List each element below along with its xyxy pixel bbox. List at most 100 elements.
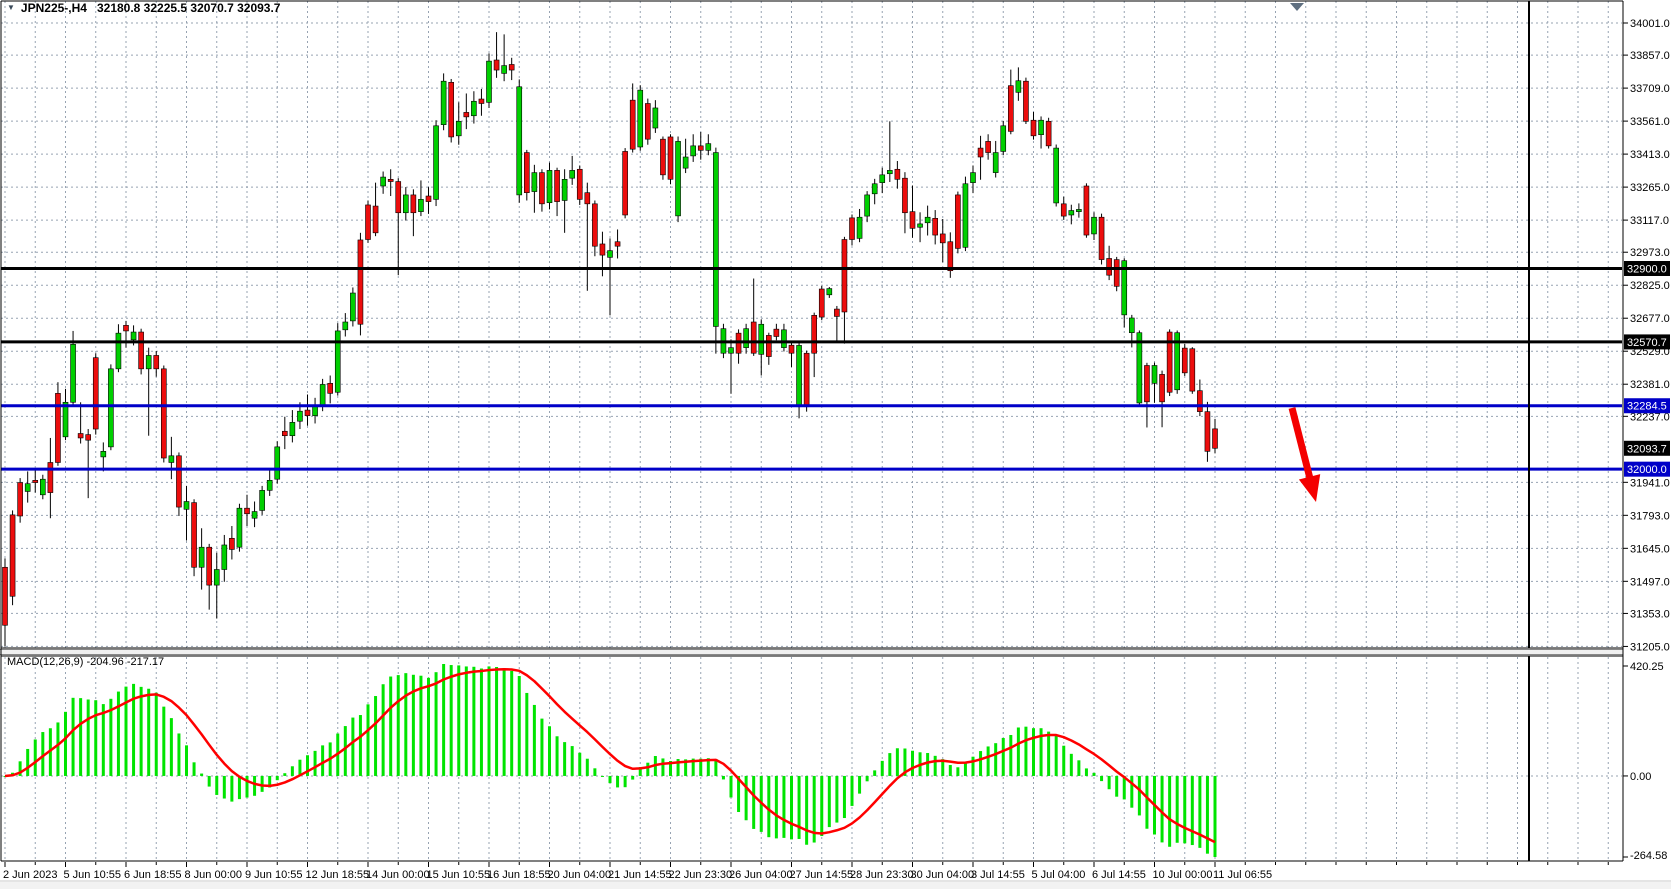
candle xyxy=(1197,379,1203,417)
candle xyxy=(1113,256,1120,292)
candle xyxy=(629,83,636,153)
candle xyxy=(2,558,8,647)
candle xyxy=(493,32,500,78)
candle xyxy=(77,402,84,444)
candle xyxy=(213,552,220,619)
svg-text:20 Jun 04:00: 20 Jun 04:00 xyxy=(548,869,612,881)
candle xyxy=(259,485,265,515)
candle xyxy=(244,494,250,527)
candle xyxy=(92,353,99,435)
candle xyxy=(183,485,190,541)
svg-text:14 Jun 00:00: 14 Jun 00:00 xyxy=(366,869,430,881)
svg-text:32000.0: 32000.0 xyxy=(1627,464,1667,476)
svg-text:34001.0: 34001.0 xyxy=(1630,18,1670,30)
candle xyxy=(266,468,273,496)
svg-text:32900.0: 32900.0 xyxy=(1627,263,1667,275)
candle xyxy=(977,135,984,180)
macd-histogram xyxy=(3,664,1217,857)
panel-splitter[interactable] xyxy=(0,648,1623,656)
candle xyxy=(274,441,281,484)
candle xyxy=(1204,401,1211,462)
svg-text:31941.0: 31941.0 xyxy=(1630,477,1670,489)
symbol-timeframe-label: JPN225-,H4 xyxy=(20,1,87,15)
candle xyxy=(108,364,114,451)
candle xyxy=(592,200,598,257)
svg-text:6 Jul 14:55: 6 Jul 14:55 xyxy=(1092,869,1146,881)
candle xyxy=(1015,67,1022,101)
svg-text:31205.0: 31205.0 xyxy=(1630,641,1670,653)
candle xyxy=(455,102,462,145)
price-badges: 32900.0 32570.7 32284.5 32000.0 32093.7 xyxy=(1624,260,1670,477)
candle xyxy=(1030,111,1037,140)
candle xyxy=(206,543,212,610)
candle xyxy=(380,171,386,194)
candle xyxy=(153,350,160,377)
candle xyxy=(909,185,916,238)
candle xyxy=(17,478,23,523)
candle xyxy=(645,98,651,145)
candle xyxy=(894,161,901,189)
candle xyxy=(198,528,205,590)
candle xyxy=(781,323,787,352)
hline-objects[interactable] xyxy=(1,266,1622,471)
candle xyxy=(1189,347,1196,394)
candle xyxy=(811,312,817,378)
candle xyxy=(524,149,530,201)
sell-arrow-annotation[interactable] xyxy=(1288,407,1321,502)
chart-shift-marker-icon[interactable] xyxy=(1290,3,1304,11)
candle xyxy=(713,147,719,354)
svg-text:33857.0: 33857.0 xyxy=(1630,50,1670,62)
candle xyxy=(221,534,228,582)
svg-text:32677.0: 32677.0 xyxy=(1630,313,1670,325)
candle xyxy=(478,89,485,116)
candle xyxy=(251,501,258,528)
candle xyxy=(168,436,175,480)
candle xyxy=(766,332,772,365)
candle xyxy=(62,388,69,441)
svg-text:33265.0: 33265.0 xyxy=(1630,182,1670,194)
candle xyxy=(667,134,674,185)
candle xyxy=(887,121,893,182)
svg-text:0.00: 0.00 xyxy=(1630,771,1651,783)
svg-text:32825.0: 32825.0 xyxy=(1630,280,1670,292)
ohlc-readout: 32180.8 32225.5 32070.7 32093.7 xyxy=(96,1,281,15)
candle xyxy=(138,328,144,375)
candle xyxy=(471,91,477,124)
candle xyxy=(803,350,810,412)
candle xyxy=(387,169,394,197)
candle xyxy=(145,347,152,436)
candle xyxy=(652,100,659,133)
svg-text:33561.0: 33561.0 xyxy=(1630,116,1670,128)
candle xyxy=(1181,343,1188,376)
svg-text:3 Jul 14:55: 3 Jul 14:55 xyxy=(971,869,1025,881)
svg-text:28 Jun 23:30: 28 Jun 23:30 xyxy=(850,869,914,881)
candle xyxy=(357,232,364,336)
candle xyxy=(728,339,734,394)
candle xyxy=(191,499,197,577)
candle xyxy=(1045,117,1052,149)
candle xyxy=(622,148,628,219)
candle xyxy=(705,134,712,156)
candle xyxy=(955,191,961,254)
candle xyxy=(40,474,46,500)
candle xyxy=(743,323,749,354)
candle xyxy=(1166,329,1173,397)
candle xyxy=(902,172,908,234)
candle xyxy=(448,78,454,143)
chart-frame xyxy=(0,0,1624,862)
candle xyxy=(690,134,696,162)
candle xyxy=(947,232,954,278)
svg-text:32237.0: 32237.0 xyxy=(1630,411,1670,423)
time-axis: 2 Jun 2023 5 Jun 10:55 6 Jun 18:55 8 Jun 00… xyxy=(3,862,1609,881)
symbol-dropdown-icon[interactable]: ▼ xyxy=(7,2,15,12)
candle xyxy=(939,218,946,263)
candle xyxy=(372,182,379,237)
candle xyxy=(569,155,575,185)
svg-text:420.25: 420.25 xyxy=(1630,661,1664,673)
candle xyxy=(856,208,863,243)
candle xyxy=(176,452,182,516)
candle xyxy=(614,229,621,259)
candle xyxy=(342,313,349,337)
